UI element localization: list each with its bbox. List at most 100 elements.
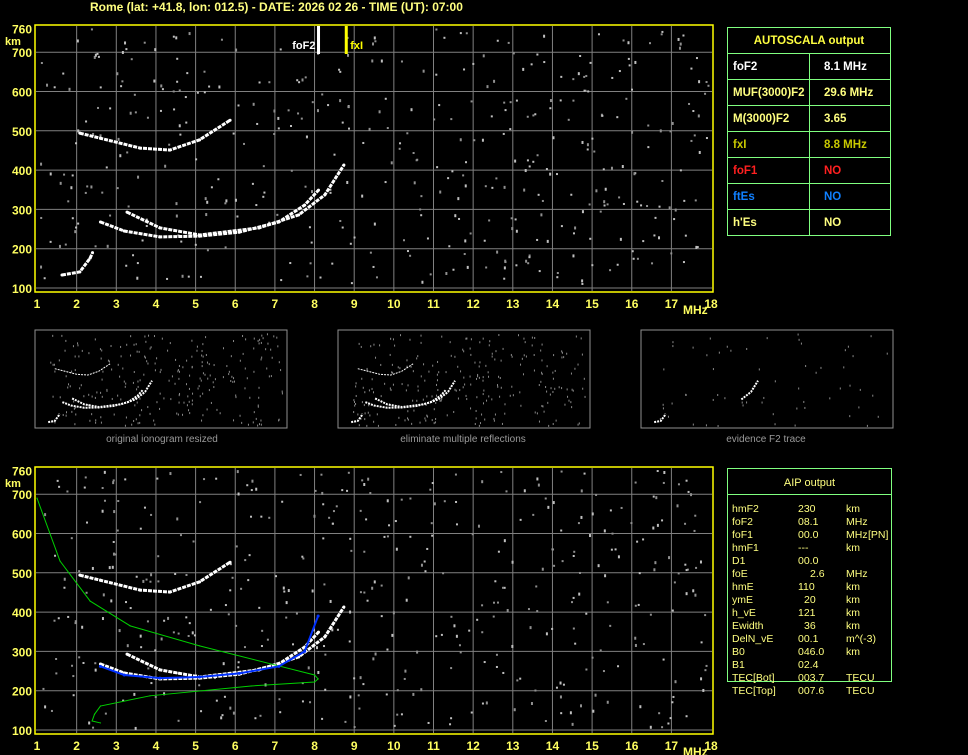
echo-noise bbox=[359, 676, 362, 680]
echo-noise bbox=[428, 370, 430, 373]
echo-noise bbox=[188, 409, 190, 412]
echo-noise bbox=[564, 403, 566, 406]
echo-noise bbox=[380, 395, 382, 398]
echo-noise bbox=[242, 334, 244, 337]
echo-noise bbox=[497, 550, 500, 553]
echo-noise bbox=[156, 357, 158, 360]
echo-noise bbox=[142, 579, 145, 583]
echo-noise bbox=[407, 576, 410, 580]
echo-noise bbox=[373, 580, 376, 584]
echo-noise bbox=[346, 53, 349, 57]
echo-noise bbox=[166, 277, 169, 280]
echo-noise bbox=[522, 67, 525, 71]
echo-noise bbox=[154, 48, 157, 52]
echo-noise bbox=[587, 90, 590, 93]
echo-noise bbox=[153, 79, 156, 83]
aip-value: 20 bbox=[804, 594, 816, 606]
echo-noise bbox=[420, 195, 423, 198]
y-tick-label: 400 bbox=[12, 606, 32, 620]
echo-noise bbox=[117, 500, 120, 503]
echo-noise bbox=[603, 200, 606, 204]
echo-noise bbox=[80, 384, 82, 387]
echo-noise bbox=[774, 423, 776, 426]
echo-noise bbox=[260, 645, 263, 648]
echo-noise bbox=[617, 665, 620, 668]
echo-noise bbox=[369, 414, 371, 417]
echo-noise bbox=[493, 79, 496, 83]
echo-noise bbox=[260, 341, 262, 344]
echo-noise bbox=[149, 412, 151, 415]
echo-noise bbox=[433, 118, 436, 121]
echo-noise bbox=[494, 580, 497, 583]
thumbnail-caption-eliminate: eliminate multiple reflections bbox=[400, 434, 526, 445]
echo-noise bbox=[523, 354, 525, 357]
echo-noise bbox=[101, 487, 104, 490]
aip-row: B1 02.4 bbox=[732, 659, 902, 672]
echo-noise bbox=[412, 692, 415, 696]
echo-noise bbox=[176, 412, 178, 415]
echo-noise bbox=[413, 409, 415, 412]
echo-noise bbox=[99, 86, 102, 89]
echo-noise bbox=[375, 356, 377, 359]
echo-noise bbox=[389, 353, 391, 356]
echo-noise bbox=[803, 400, 805, 403]
echo-noise bbox=[592, 709, 595, 713]
echo-noise bbox=[525, 355, 527, 358]
echo-noise bbox=[532, 160, 535, 163]
echo-noise bbox=[552, 548, 555, 551]
echo-noise bbox=[255, 417, 257, 420]
echo-noise bbox=[94, 338, 96, 341]
echo-noise bbox=[321, 93, 324, 96]
echo-noise bbox=[191, 366, 193, 369]
echo-noise bbox=[571, 601, 574, 604]
echo-noise bbox=[204, 373, 206, 376]
echo-noise bbox=[329, 191, 332, 194]
echo-noise bbox=[353, 400, 355, 403]
echo-noise bbox=[94, 396, 96, 399]
echo-noise bbox=[450, 354, 452, 357]
thumbnail-frame bbox=[34, 329, 288, 429]
echo-noise bbox=[153, 419, 155, 422]
echo-noise bbox=[640, 204, 643, 207]
thumbnail-trace bbox=[374, 380, 456, 409]
echo-noise bbox=[230, 379, 232, 382]
echo-noise bbox=[704, 92, 707, 95]
echo-noise bbox=[367, 411, 369, 414]
echo-noise bbox=[561, 560, 564, 563]
echo-noise bbox=[88, 404, 90, 407]
echo-noise bbox=[471, 533, 474, 536]
echo-noise bbox=[630, 522, 633, 525]
echo-noise bbox=[213, 386, 215, 389]
trace-point bbox=[60, 273, 64, 277]
echo-noise bbox=[469, 375, 471, 378]
profile-point bbox=[91, 720, 93, 722]
aip-value: 110 bbox=[798, 581, 815, 593]
echo-noise bbox=[183, 401, 185, 404]
echo-noise bbox=[839, 387, 841, 390]
echo-noise bbox=[558, 386, 560, 389]
echo-noise bbox=[583, 89, 586, 92]
echo-noise bbox=[488, 344, 490, 347]
echo-noise bbox=[189, 374, 191, 377]
echo-noise bbox=[300, 117, 303, 120]
echo-noise bbox=[815, 371, 817, 374]
echo-noise bbox=[538, 270, 541, 273]
echo-noise bbox=[389, 387, 391, 390]
echo-noise bbox=[474, 422, 476, 425]
echo-noise bbox=[358, 424, 360, 427]
echo-noise bbox=[649, 613, 652, 616]
trace-point bbox=[138, 146, 142, 150]
echo-noise bbox=[240, 587, 243, 590]
echo-noise bbox=[705, 137, 708, 140]
echo-noise bbox=[90, 185, 93, 189]
echo-noise bbox=[311, 190, 314, 194]
echo-noise bbox=[465, 32, 468, 35]
echo-noise bbox=[124, 424, 126, 427]
echo-noise bbox=[794, 424, 796, 427]
echo-noise bbox=[233, 340, 235, 343]
echo-noise bbox=[406, 250, 409, 253]
echo-noise bbox=[176, 57, 179, 60]
echo-noise bbox=[250, 515, 253, 518]
echo-noise bbox=[178, 401, 180, 404]
echo-noise bbox=[433, 502, 436, 506]
